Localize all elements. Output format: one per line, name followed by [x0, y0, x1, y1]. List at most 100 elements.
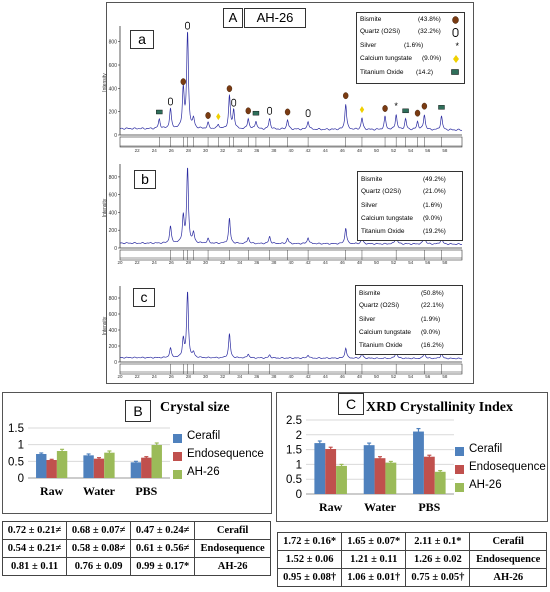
legend-percent: (1.6%) — [423, 202, 443, 209]
xrd-y-tick-label: 800 — [109, 296, 118, 302]
category-label: Water — [83, 484, 116, 498]
bismite-peak-marker — [343, 92, 349, 100]
legend-label: Quartz (O2Si) — [361, 188, 402, 195]
bar — [423, 456, 435, 494]
table-cell: 1.52 ± 0.06 — [276, 550, 343, 569]
legend-label: Bismite — [361, 176, 383, 183]
xrd-x-tick-label: 38 — [271, 148, 277, 153]
bar — [374, 458, 386, 494]
legend-label: Silver — [360, 42, 377, 49]
xrd-panel-a-letter: a — [130, 30, 154, 49]
xrd-x-tick-label: 34 — [237, 260, 243, 265]
legend-row-silver: Silver (1.6%) — [361, 202, 459, 211]
bar — [56, 451, 68, 478]
titanium-peak-marker — [156, 109, 163, 115]
table-cell: Endosequence — [469, 550, 547, 569]
legend-label: Silver — [359, 316, 376, 323]
xrd-pattern-line — [120, 31, 463, 131]
xrd-x-tick-label: 50 — [374, 260, 380, 265]
bismite-peak-marker — [205, 112, 211, 119]
xrd-x-tick-label: 44 — [323, 374, 329, 379]
xrd-x-tick-label: 48 — [357, 260, 363, 265]
xrd-x-tick-label: 24 — [152, 374, 158, 379]
xrd-y-tick-label: 200 — [109, 228, 118, 234]
xrd-legend-a: Bismite (43.8%) Quartz (O2Si) (32.2%) Silv… — [356, 12, 465, 84]
legend-percent: (9.0%) — [423, 215, 443, 222]
table-cell: AH-26 — [194, 557, 271, 576]
xrd-panel-c-letter: c — [133, 288, 155, 307]
legend-row-silver: Silver (1.9%) — [359, 316, 459, 325]
xrd-x-tick-label: 56 — [425, 374, 431, 379]
legend-row-titanium-oxide: Titanium Oxide (16.2%) — [359, 342, 459, 351]
cerafil-swatch — [455, 447, 464, 456]
legend-percent: (19.2%) — [423, 228, 446, 235]
xrd-x-tick-label: 56 — [425, 148, 431, 153]
xrd-pattern-line — [120, 291, 463, 360]
panel-C-title: XRD Crystallinity Index — [366, 400, 514, 415]
legend-percent: (43.8%) — [418, 16, 441, 23]
xrd-x-tick-label: 20 — [117, 374, 123, 379]
xrd-x-tick-label: 48 — [357, 374, 363, 379]
legend-row-quartz: Quartz (O2Si) (21.0%) — [361, 188, 459, 197]
legend-label: Cerafil — [469, 443, 503, 455]
xrd-pattern-line — [120, 167, 463, 245]
table-row: 0.54 ± 0.21≠ 0.58 ± 0.08≠ 0.61 ± 0.56≠ Endo… — [1, 539, 271, 558]
table-cell: 0.68 ± 0.07≠ — [66, 521, 132, 540]
endosequence-swatch — [455, 465, 464, 474]
xrd-x-tick-label: 58 — [442, 148, 448, 153]
xrd-y-tick-label: 400 — [109, 328, 118, 334]
quartz-peak-marker — [305, 109, 311, 118]
y-tick-label: 0.5 — [8, 456, 24, 468]
legend-endosequence: Endosequence — [455, 461, 547, 479]
table-cell: 0.75 ± 0.05† — [405, 568, 471, 587]
table-row: 1.72 ± 0.16* 1.65 ± 0.07* 2.11 ± 0.1* Ceraf… — [276, 532, 547, 551]
table-cell: 0.54 ± 0.21≠ — [1, 539, 68, 558]
titanium-peak-marker — [438, 105, 445, 110]
legend-label: Calcium tungstate — [361, 215, 414, 222]
bar — [104, 452, 115, 478]
legend-percent: (49.2%) — [423, 176, 446, 183]
tungstate-peak-marker — [216, 113, 221, 121]
table-cell: AH-26 — [469, 568, 547, 587]
bar — [434, 471, 446, 494]
legend-label: Titanium Oxide — [359, 342, 403, 349]
table-cell: 0.72 ± 0.21≠ — [1, 521, 68, 540]
xrd-reference-strip — [119, 136, 463, 148]
legend-row-bismite: Bismite (49.2%) — [361, 176, 459, 185]
bismite-peak-marker — [284, 108, 291, 116]
xrd-x-tick-label: 20 — [117, 260, 123, 265]
silver-star-icon: * — [455, 41, 459, 51]
xrd-y-tick-label: 800 — [109, 40, 118, 46]
bismite-peak-marker — [421, 102, 428, 110]
xrd-y-tick-label: 0 — [114, 360, 117, 366]
xrd-x-tick-label: 48 — [357, 148, 363, 153]
legend-row-quartz: Quartz (O2Si) (22.1%) — [359, 302, 459, 311]
xrd-x-tick-label: 42 — [306, 374, 312, 379]
xrd-x-tick-label: 30 — [203, 260, 209, 265]
quartz-peak-marker — [168, 97, 173, 106]
table-cell: 1.65 ± 0.07* — [341, 532, 407, 551]
xrd-x-tick-label: 40 — [288, 148, 294, 153]
xrd-x-tick-label: 54 — [408, 148, 414, 153]
table-cell: 1.26 ± 0.02 — [405, 550, 471, 569]
bar — [36, 454, 47, 478]
panel-A-letter: A — [223, 8, 243, 28]
y-tick-label: 1 — [18, 440, 24, 452]
legend-label: Cerafil — [187, 430, 221, 442]
xrd-x-tick-label: 54 — [408, 260, 414, 265]
bar — [46, 460, 57, 478]
y-tick-label: 2.5 — [286, 415, 302, 427]
xrd-x-tick-label: 34 — [237, 148, 243, 153]
xrd-x-tick-label: 22 — [135, 148, 141, 153]
xrd-y-tick-label: 200 — [109, 110, 118, 116]
quartz-peak-marker — [185, 21, 190, 30]
y-tick-label: 1.5 — [286, 445, 302, 457]
xrd-x-tick-label: 42 — [306, 148, 312, 153]
legend-label: Titanium Oxide — [360, 69, 404, 76]
table-cell: 1.72 ± 0.16* — [276, 532, 343, 551]
xrd-x-tick-label: 54 — [408, 374, 414, 379]
bismite-peak-marker — [382, 105, 388, 112]
xrd-x-tick-label: 24 — [152, 260, 158, 265]
xrd-x-tick-label: 28 — [186, 374, 192, 379]
